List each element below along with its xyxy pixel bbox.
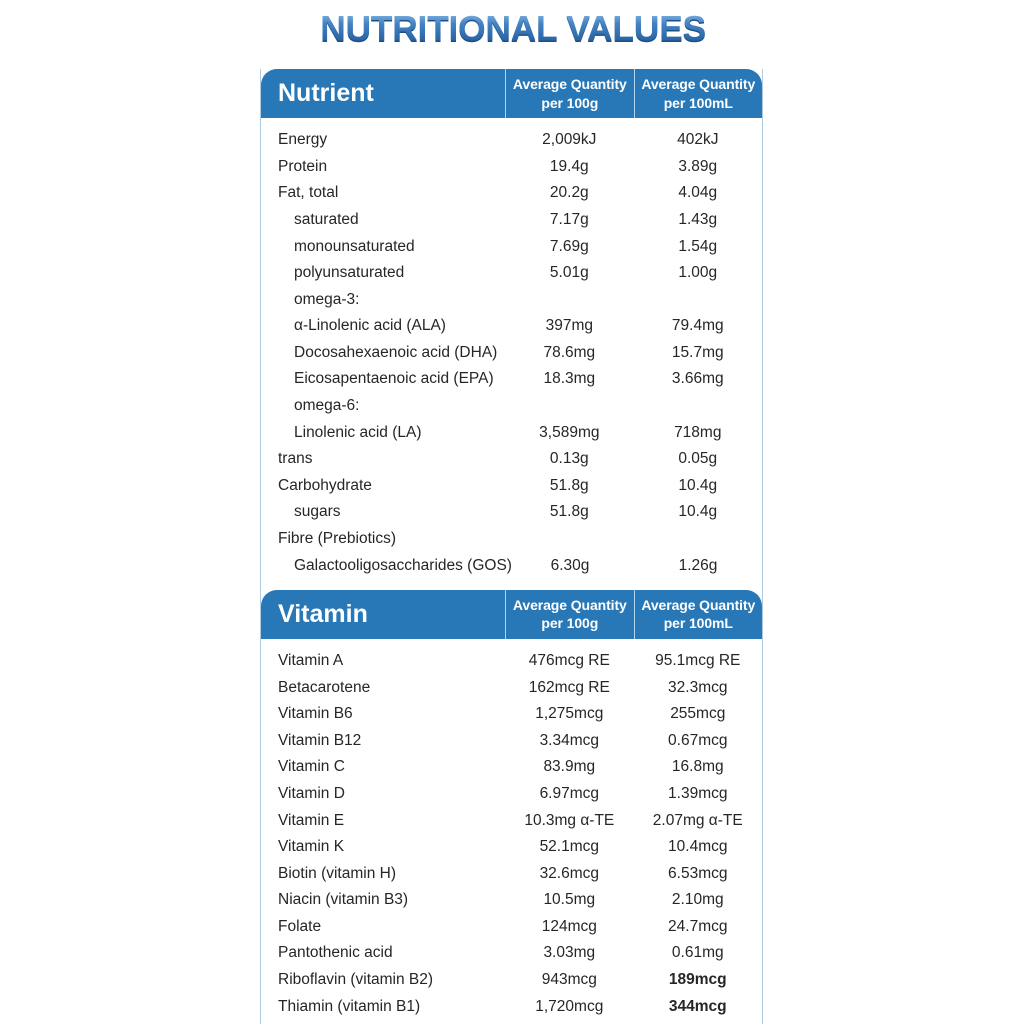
svg-text:NUTRITIONAL VALUES: NUTRITIONAL VALUES xyxy=(320,8,706,48)
